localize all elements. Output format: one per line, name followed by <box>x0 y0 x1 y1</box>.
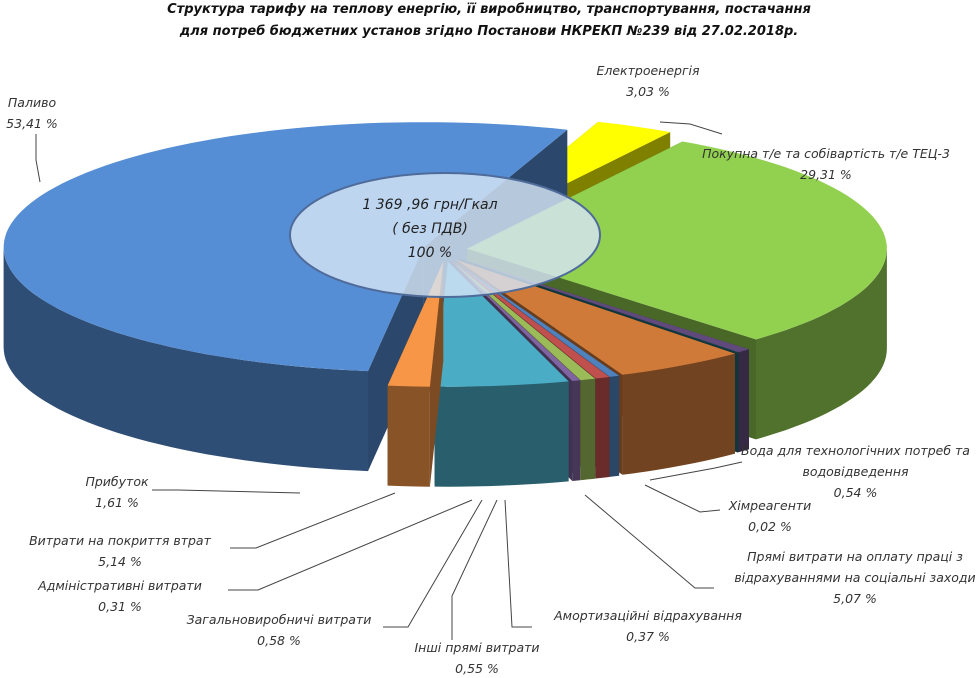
category-label: Адміністративні витрати <box>38 578 202 593</box>
value-label: 0,31 % <box>98 599 142 614</box>
value-label: 0,55 % <box>455 661 499 676</box>
slice-label: Електроенергія 3,03 % <box>578 60 718 102</box>
slice <box>434 261 569 487</box>
category-label: Вода для технологічних потреб та водовід… <box>741 443 970 479</box>
leader-line <box>644 484 721 513</box>
leader-line <box>584 494 714 589</box>
center-ellipse <box>289 172 601 298</box>
center-text: ( без ПДВ) <box>392 221 468 237</box>
value-label: 0,02 % <box>748 519 792 534</box>
category-label: Паливо <box>7 95 57 110</box>
leader-line <box>35 134 41 183</box>
slice-wall <box>610 375 620 477</box>
category-label: Інші прямі витрати <box>414 640 540 655</box>
center-text: 100 % <box>408 245 452 261</box>
slice-wall <box>756 248 887 440</box>
leader-line <box>230 492 396 549</box>
leader-line <box>659 121 723 135</box>
slice-label: Загальновиробничі витрати 0,58 % <box>159 609 399 651</box>
value-label: 29,31 % <box>800 167 852 182</box>
slice-wall <box>595 377 610 479</box>
leader-lines <box>35 121 743 640</box>
slice-label: Вода для технологічних потреб та водовід… <box>738 440 973 503</box>
category-label: Загальновиробничі витрати <box>186 612 372 627</box>
value-label: 5,07 % <box>833 591 877 606</box>
chart-title: Структура тарифу на теплову енергію, її … <box>167 2 811 17</box>
slice <box>466 141 887 340</box>
slice-wall <box>622 353 735 475</box>
value-label: 1,61 % <box>95 495 139 510</box>
category-label: Електроенергія <box>596 63 700 78</box>
leader-line <box>383 499 483 628</box>
slice-label: Паливо 53,41 % <box>0 92 64 134</box>
leader-line <box>649 461 743 481</box>
slice <box>387 261 444 487</box>
value-label: 0,58 % <box>257 633 301 648</box>
slice-wall <box>738 349 749 453</box>
slice-label: Прибуток 1,61 % <box>57 471 177 513</box>
value-label: 3,03 % <box>626 84 670 99</box>
slice-label: Витрати на покриття втрат 5,14 % <box>0 530 240 572</box>
leader-line <box>228 499 473 591</box>
slice-wall <box>572 380 581 481</box>
slice-wall <box>580 378 596 481</box>
center-text: 1 369 ,96 грн/Гкал <box>362 197 497 213</box>
slice-label: Хімреагенти 0,02 % <box>710 495 830 537</box>
value-label: 0,54 % <box>833 485 878 500</box>
center-label: 1 369 ,96 грн/Гкал ( без ПДВ) 100 % <box>289 172 601 298</box>
slice-label: Амортизаційні відрахування 0,37 % <box>528 605 768 647</box>
slice-label: Покупна т/е та собівартість т/е ТЕЦ-3 29,… <box>700 143 952 185</box>
leader-line <box>152 489 301 494</box>
value-label: 0,37 % <box>626 629 670 644</box>
chart-title: для потреб бюджетних установ згідно Пост… <box>179 24 799 39</box>
slice-wall <box>3 247 368 472</box>
slice-label: Прямі витрати на оплату праці з відрахув… <box>730 546 978 609</box>
slice-label: Інші прямі витрати 0,55 % <box>387 637 567 678</box>
category-label: Прямі витрати на оплату праці з відрахув… <box>734 549 976 585</box>
category-label: Хімреагенти <box>728 498 812 513</box>
slice-side <box>368 247 424 472</box>
category-label: Витрати на покриття втрат <box>29 533 211 548</box>
value-label: 53,41 % <box>6 116 58 131</box>
leader-line <box>451 499 498 640</box>
category-label: Покупна т/е та собівартість т/е ТЕЦ-3 <box>702 146 950 161</box>
value-label: 5,14 % <box>98 554 142 569</box>
leader-line <box>504 499 532 628</box>
slice-wall <box>434 381 569 487</box>
slice-label: Адміністративні витрати 0,31 % <box>5 575 235 617</box>
category-label: Амортизаційні відрахування <box>554 608 742 623</box>
category-label: Прибуток <box>85 474 149 489</box>
slice-wall <box>387 385 430 487</box>
